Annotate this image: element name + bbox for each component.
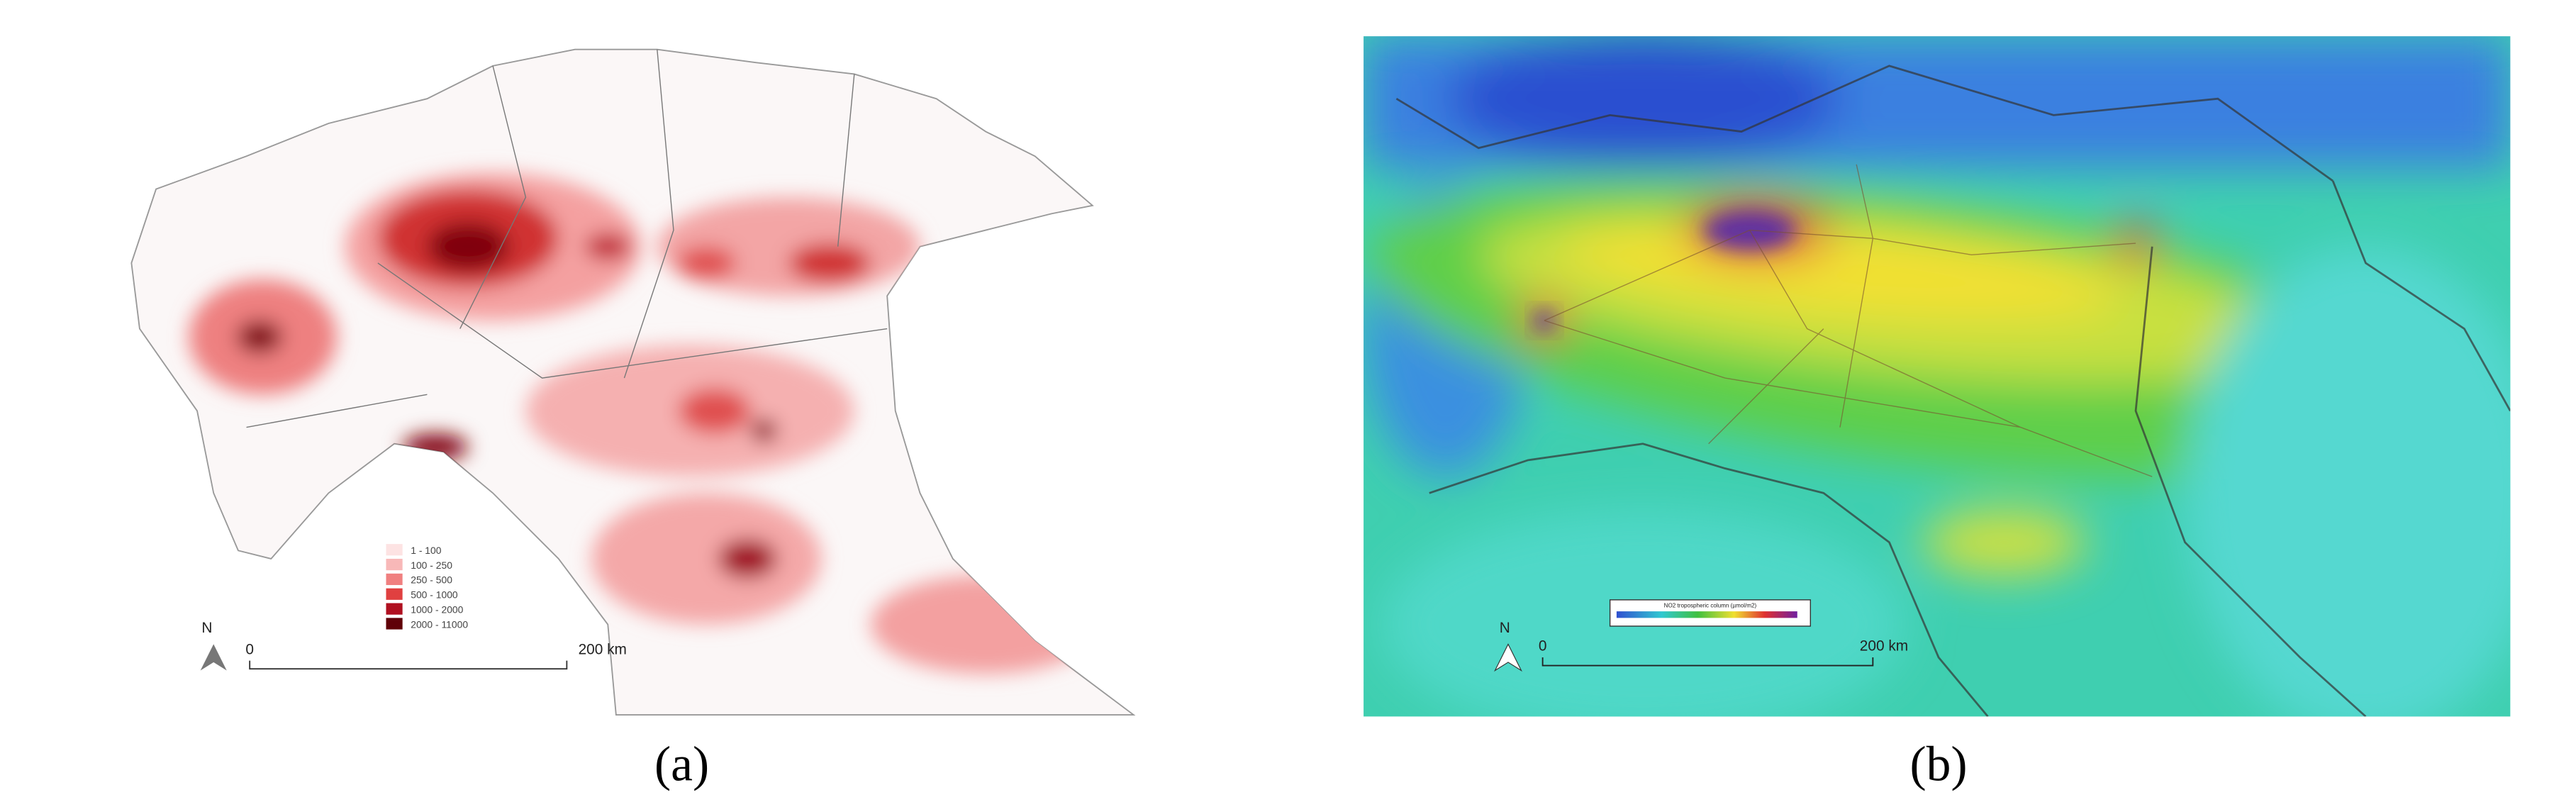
legend: 1 - 100 100 - 250 250 - 500 500 - 1000 1… xyxy=(386,544,468,630)
legend-swatch xyxy=(386,544,403,556)
north-arrow xyxy=(200,644,227,671)
legend-label: 100 - 250 xyxy=(411,560,452,571)
north-label: N xyxy=(1500,620,1510,636)
scale-end: 200 km xyxy=(579,641,627,657)
map-b: NO2 tropospheric column (µmol/m2) N 0 20… xyxy=(1364,36,2511,792)
legend-swatch xyxy=(386,588,403,600)
scale-end: 200 km xyxy=(1860,638,1908,655)
caption: (b) xyxy=(1909,738,1967,792)
north-label: N xyxy=(201,620,212,636)
legend-label: 1000 - 2000 xyxy=(411,603,463,615)
scale-bar: N 0 200 km xyxy=(1493,620,1908,672)
map-a: 1 - 100 100 - 250 250 - 500 500 - 1000 1… xyxy=(130,48,1136,792)
legend-swatch xyxy=(386,618,403,630)
scale-start: 0 xyxy=(245,641,254,657)
caption: (a) xyxy=(654,738,709,792)
colorbar: NO2 tropospheric column (µmol/m2) xyxy=(1609,599,1811,627)
north-arrow xyxy=(1493,643,1522,672)
legend-swatch xyxy=(386,573,403,586)
legend-label: 500 - 1000 xyxy=(411,589,458,601)
legend-swatch xyxy=(386,558,403,571)
legend-label: 1 - 100 xyxy=(411,545,442,556)
legend-swatch xyxy=(386,603,403,615)
legend-label: 250 - 500 xyxy=(411,574,452,586)
legend-label: 2000 - 11000 xyxy=(411,618,468,630)
colorbar-title: NO2 tropospheric column (µmol/m2) xyxy=(1664,602,1757,608)
scale-bar: N 0 200 km xyxy=(200,620,627,671)
scale-start: 0 xyxy=(1539,638,1547,655)
